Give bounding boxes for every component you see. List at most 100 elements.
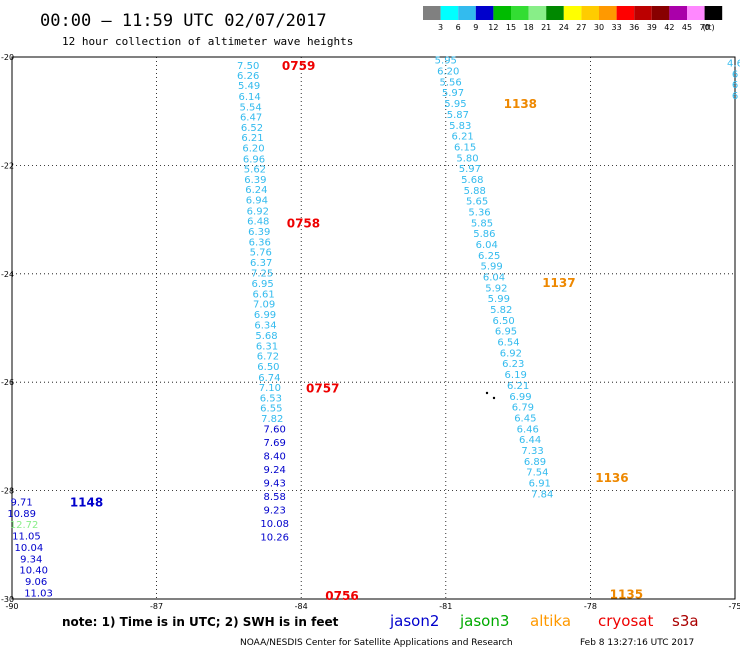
wave-height-label: 6.79 bbox=[512, 403, 534, 414]
wave-height-label: 5.95 bbox=[435, 56, 457, 67]
y-tick-label: -30 bbox=[1, 595, 14, 604]
wave-height-label: 6.25 bbox=[478, 251, 500, 262]
colorbar-label: 27 bbox=[576, 23, 586, 32]
grid-lines bbox=[12, 57, 735, 599]
wave-height-label: 7.82 bbox=[261, 414, 283, 425]
wave-height-label: 6.21 bbox=[507, 381, 529, 392]
wave-height-label: 7.50 bbox=[237, 61, 259, 72]
colorbar-swatch bbox=[581, 6, 599, 20]
colorbar-swatch bbox=[634, 6, 652, 20]
colorbar-swatch bbox=[687, 6, 705, 20]
wave-height-label: 6.34 bbox=[254, 321, 276, 332]
wave-height-label: 6.19 bbox=[505, 370, 527, 381]
wave-height-label: 6.39 bbox=[244, 175, 266, 186]
colorbar-swatch bbox=[651, 6, 670, 20]
wave-height-label: 6.37 bbox=[250, 258, 272, 269]
colorbar-swatch bbox=[563, 6, 582, 20]
wave-height-label: 6 bbox=[732, 91, 738, 102]
colorbar-swatch bbox=[528, 6, 547, 20]
wave-height-label: 6.92 bbox=[500, 348, 522, 359]
wave-height-label: 6.99 bbox=[509, 392, 531, 403]
colorbar-swatch bbox=[493, 6, 511, 20]
x-tick-label: -75 bbox=[728, 602, 740, 611]
colorbar-swatch bbox=[616, 6, 635, 20]
x-tick-label: -84 bbox=[295, 602, 308, 611]
colorbar-label: 3 bbox=[438, 23, 443, 32]
wave-height-label: 6.26 bbox=[237, 71, 259, 82]
colorbar-label: 24 bbox=[559, 23, 569, 32]
wave-height-label: 6.20 bbox=[242, 144, 264, 155]
y-tick-label: -20 bbox=[1, 53, 14, 62]
wave-height-label: 6.45 bbox=[514, 413, 536, 424]
wave-height-label: 6.04 bbox=[476, 240, 498, 251]
wave-height-label: 5.76 bbox=[250, 248, 272, 259]
wave-height-label: 6.23 bbox=[502, 359, 524, 370]
colorbar-label: 70 bbox=[700, 23, 710, 32]
wave-height-label: 5.95 bbox=[444, 99, 466, 110]
colorbar-swatch bbox=[511, 6, 529, 20]
wave-height-label: 6.50 bbox=[493, 316, 515, 327]
time-stamp-label: 0758 bbox=[287, 216, 320, 230]
wave-height-label: 10.04 bbox=[15, 543, 44, 554]
wave-height-label: 6.47 bbox=[240, 113, 262, 124]
wave-height-label: 6 bbox=[732, 69, 738, 80]
colorbar-label: 30 bbox=[594, 23, 604, 32]
wave-height-label: 5.82 bbox=[490, 305, 512, 316]
data-dot bbox=[485, 391, 489, 395]
wave-height-label: 5.65 bbox=[466, 197, 488, 208]
colorbar-swatch bbox=[458, 6, 476, 20]
y-tick-labels: -20 -22 -24 -26 -28 -30 bbox=[1, 53, 14, 604]
wave-height-label: 6.92 bbox=[247, 206, 269, 217]
wave-height-label: 7.33 bbox=[521, 446, 543, 457]
wave-height-label: 4.6 bbox=[727, 58, 740, 69]
wave-height-label: 5.83 bbox=[449, 121, 471, 132]
wave-height-label: 5.54 bbox=[239, 102, 261, 113]
wave-height-label: 5.56 bbox=[439, 77, 461, 88]
wave-height-label: 5.62 bbox=[244, 165, 266, 176]
wave-height-label: 10.26 bbox=[260, 533, 289, 544]
colorbar-swatch bbox=[440, 6, 459, 20]
colorbar-label: 9 bbox=[473, 23, 478, 32]
colorbar-label: 45 bbox=[682, 23, 692, 32]
wave-height-label: 12.72 bbox=[10, 520, 39, 531]
colorbar-swatch bbox=[599, 6, 617, 20]
wave-height-label: 9.23 bbox=[264, 506, 286, 517]
colorbar-label: 36 bbox=[629, 23, 639, 32]
wave-height-label: 5.88 bbox=[464, 186, 486, 197]
colorbar-label: 15 bbox=[506, 23, 516, 32]
wave-height-label: 6.72 bbox=[257, 352, 279, 363]
wave-height-label: 5.68 bbox=[461, 175, 483, 186]
wave-height-label: 6.54 bbox=[497, 338, 519, 349]
wave-height-label: 5.80 bbox=[456, 153, 478, 164]
time-stamp-labels: 0759 0758 0757 0756 1138 1137 1136 1135 1148 bbox=[70, 59, 643, 603]
satellite-legend-jason2: jason2 bbox=[389, 612, 439, 630]
time-stamp-label: 0756 bbox=[325, 589, 358, 603]
wave-height-label: 6.31 bbox=[256, 341, 278, 352]
data-dot bbox=[492, 396, 496, 400]
colorbar-swatch bbox=[704, 6, 723, 20]
y-tick-label: -22 bbox=[1, 161, 14, 170]
wave-height-label: 6.15 bbox=[454, 142, 476, 153]
wave-height-label: 6.24 bbox=[245, 185, 267, 196]
wave-height-label: 5.97 bbox=[459, 164, 481, 175]
wave-height-label: 6.46 bbox=[517, 424, 539, 435]
wave-height-label: 9.71 bbox=[11, 497, 33, 508]
time-stamp-label: 1137 bbox=[542, 276, 575, 290]
colorbar-swatch bbox=[669, 6, 687, 20]
wave-height-label: 7.84 bbox=[531, 489, 553, 500]
colorbar: 3 6 9 12 15 18 21 24 27 30 33 36 39 42 45 70(ft) bbox=[423, 6, 723, 32]
wave-height-label: 5.92 bbox=[485, 283, 507, 294]
wave-height-label: 6.48 bbox=[247, 217, 269, 228]
x-tick-label: -87 bbox=[150, 602, 163, 611]
colorbar-label: (ft) bbox=[703, 23, 715, 32]
colorbar-label: 42 bbox=[664, 23, 674, 32]
colorbar-swatch bbox=[423, 6, 441, 20]
credit-text: NOAA/NESDIS Center for Satellite Applica… bbox=[240, 638, 513, 648]
colorbar-label: 33 bbox=[612, 23, 622, 32]
wave-height-label: 6.55 bbox=[260, 404, 282, 415]
wave-height-label: 6 bbox=[732, 80, 738, 91]
wave-height-label: 9.34 bbox=[20, 554, 42, 565]
wave-height-label: 9.43 bbox=[264, 478, 286, 489]
plot-frame bbox=[11, 56, 736, 600]
